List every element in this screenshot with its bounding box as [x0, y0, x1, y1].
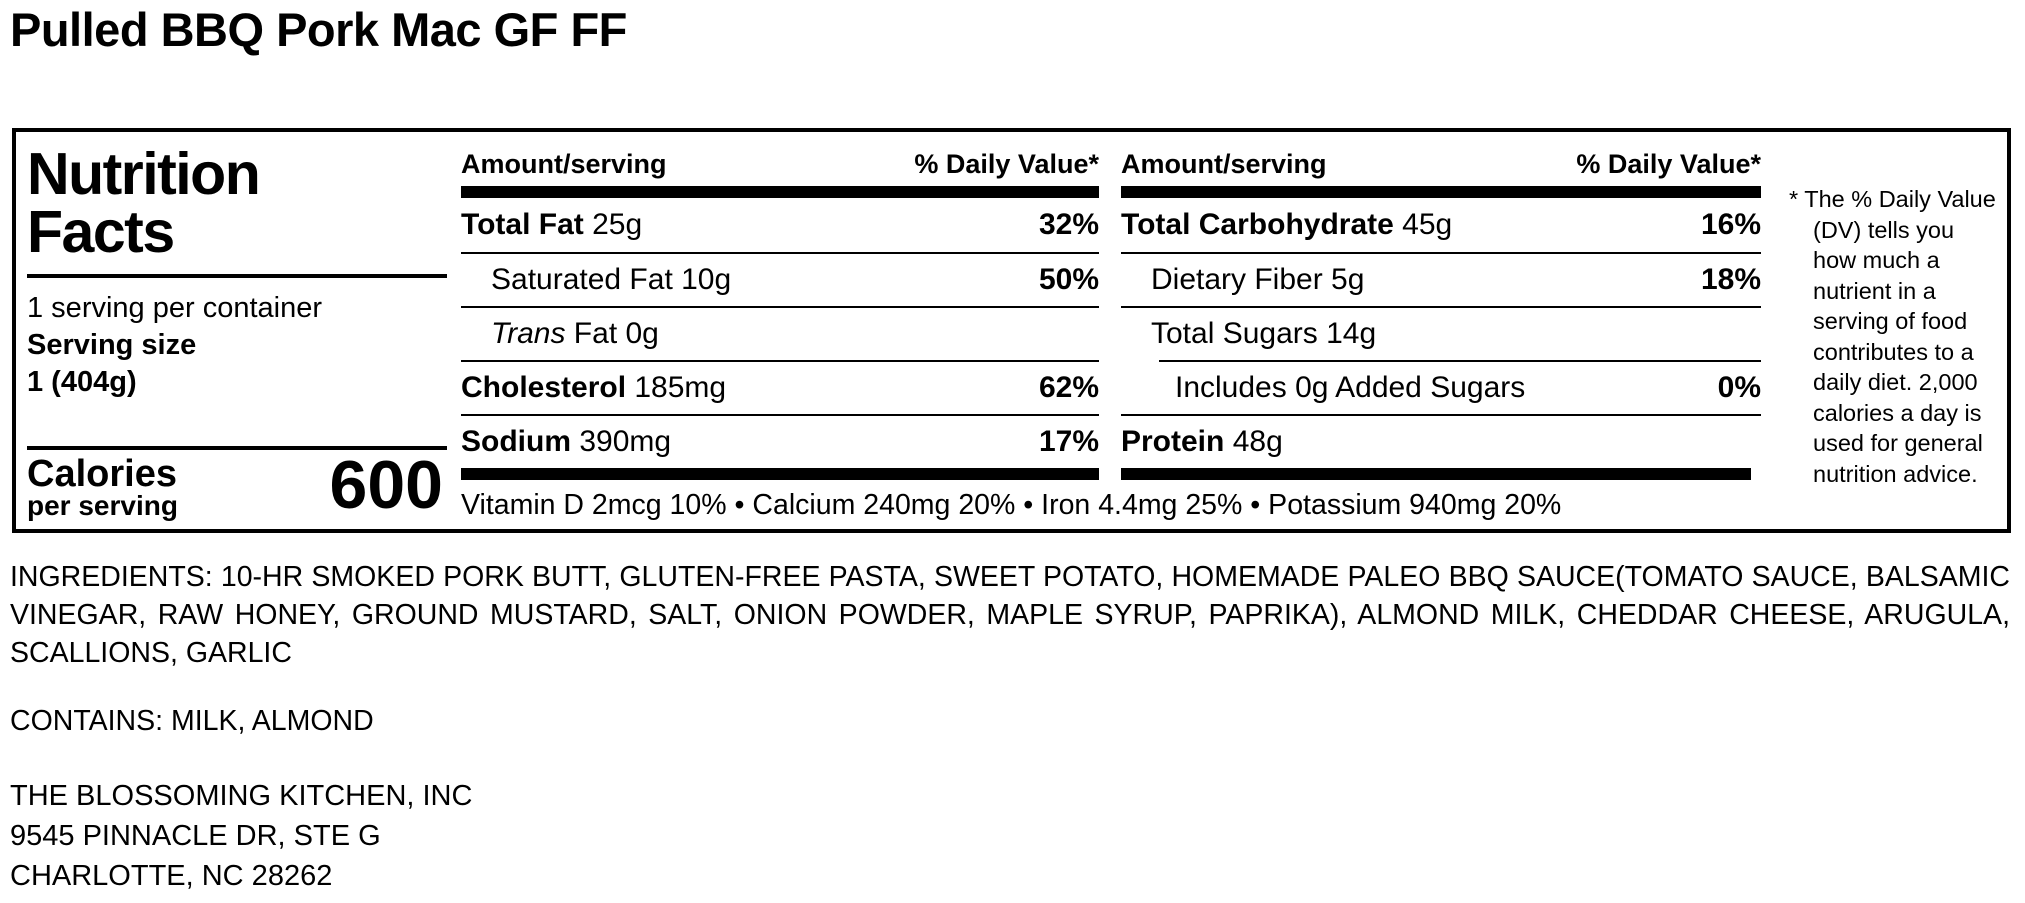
- heading-line2: Facts: [27, 198, 175, 265]
- nutrient-row-trans-fat: Trans Fat 0g: [461, 306, 1099, 360]
- nutrient-row-cholesterol: Cholesterol 185mg 62%: [461, 360, 1099, 414]
- daily-value: 18%: [1700, 263, 1761, 296]
- nutrition-facts-heading: Nutrition Facts: [27, 141, 447, 265]
- daily-value-header: % Daily Value*: [914, 149, 1099, 179]
- nutrient-row-total-carbohydrate: Total Carbohydrate 45g 16%: [1121, 198, 1761, 252]
- serving-size-label: Serving size: [27, 328, 197, 361]
- manufacturer-city: CHARLOTTE, NC 28262: [10, 860, 333, 893]
- daily-value: 17%: [1038, 425, 1099, 458]
- nutrient-row-saturated-fat: Saturated Fat 10g 50%: [461, 252, 1099, 306]
- micronutrient-values: Vitamin D 2mcg 10% • Calcium 240mg 20% •…: [461, 489, 1562, 521]
- calories-row: Calories per serving 600: [27, 450, 447, 522]
- heading-line1: Nutrition: [27, 141, 261, 207]
- calories-labels: Calories per serving: [27, 452, 178, 522]
- daily-value: 32%: [1038, 208, 1099, 241]
- thick-bar: [461, 468, 1099, 480]
- amount-per-serving-header: Amount/serving: [1121, 149, 1327, 179]
- micronutrient-strip: Vitamin D 2mcg 10% • Calcium 240mg 20% •…: [461, 468, 1761, 530]
- nutrient-name: Protein 48g: [1121, 425, 1283, 458]
- serving-size-value: 1 (404g): [27, 365, 137, 398]
- nutrient-name: Total Sugars 14g: [1151, 317, 1377, 350]
- nutrient-name: Saturated Fat 10g: [491, 263, 732, 296]
- nutrient-row-added-sugars: Includes 0g Added Sugars 0%: [1159, 360, 1761, 414]
- product-title: Pulled BBQ Pork Mac GF FF: [10, 3, 627, 56]
- calories-value: 600: [329, 446, 443, 523]
- thick-bar: [1121, 186, 1761, 198]
- nutrient-name: Total Carbohydrate 45g: [1121, 208, 1453, 241]
- nutrient-name: Sodium 390mg: [461, 425, 672, 458]
- daily-value-header: % Daily Value*: [1576, 149, 1761, 179]
- amount-per-serving-header: Amount/serving: [461, 149, 667, 179]
- manufacturer-street: 9545 PINNACLE DR, STE G: [10, 820, 381, 853]
- nutrient-column-fat-sodium: Amount/serving % Daily Value* Total Fat …: [461, 132, 1099, 468]
- nutrient-name: Dietary Fiber 5g: [1151, 263, 1365, 296]
- servings-per-container: 1 serving per container: [27, 291, 322, 324]
- nutrient-name: Cholesterol 185mg: [461, 371, 727, 404]
- ingredients-statement: INGREDIENTS: 10-HR SMOKED PORK BUTT, GLU…: [10, 561, 2010, 670]
- nutrient-row-total-fat: Total Fat 25g 32%: [461, 198, 1099, 252]
- nutrient-column-carb-protein: Amount/serving % Daily Value* Total Carb…: [1121, 132, 1761, 468]
- nutrient-row-protein: Protein 48g: [1121, 414, 1761, 468]
- calories-sublabel: per serving: [27, 490, 178, 521]
- serving-block: 1 serving per container Serving size 1 (…: [27, 290, 447, 401]
- nutrition-facts-panel: Nutrition Facts 1 serving per container …: [12, 128, 2011, 533]
- column-header: Amount/serving % Daily Value*: [461, 146, 1099, 186]
- thick-bar: [1121, 468, 1751, 480]
- nutrient-name: Total Fat 25g: [461, 208, 643, 241]
- manufacturer-name: THE BLOSSOMING KITCHEN, INC: [10, 780, 473, 812]
- daily-value: 62%: [1038, 371, 1099, 404]
- footnote-text: * The % Daily Value (DV) tells you how m…: [1789, 186, 1996, 487]
- nutrient-row-total-sugars: Total Sugars 14g: [1121, 306, 1761, 360]
- calories-label: Calories: [27, 452, 177, 495]
- calories-section: Calories per serving 600: [27, 445, 447, 522]
- allergen-statement: CONTAINS: MILK, ALMOND: [10, 705, 374, 737]
- thick-bar: [461, 186, 1099, 198]
- divider-rule: [27, 445, 447, 450]
- thick-bars: [461, 468, 1761, 480]
- column-header: Amount/serving % Daily Value*: [1121, 146, 1761, 186]
- nutrient-name: Trans Fat 0g: [491, 317, 659, 350]
- daily-value: 0%: [1717, 371, 1761, 404]
- daily-value: 50%: [1038, 263, 1099, 296]
- nutrient-row-dietary-fiber: Dietary Fiber 5g 18%: [1121, 252, 1761, 306]
- manufacturer-address: THE BLOSSOMING KITCHEN, INC 9545 PINNACL…: [10, 776, 472, 896]
- daily-value: 16%: [1700, 208, 1761, 241]
- daily-value-footnote: * The % Daily Value (DV) tells you how m…: [1775, 132, 1996, 530]
- nutrition-facts-identity-column: Nutrition Facts 1 serving per container …: [27, 132, 447, 530]
- nutrient-name: Includes 0g Added Sugars: [1175, 371, 1526, 404]
- nutrient-row-sodium: Sodium 390mg 17%: [461, 414, 1099, 468]
- divider-rule: [27, 273, 447, 278]
